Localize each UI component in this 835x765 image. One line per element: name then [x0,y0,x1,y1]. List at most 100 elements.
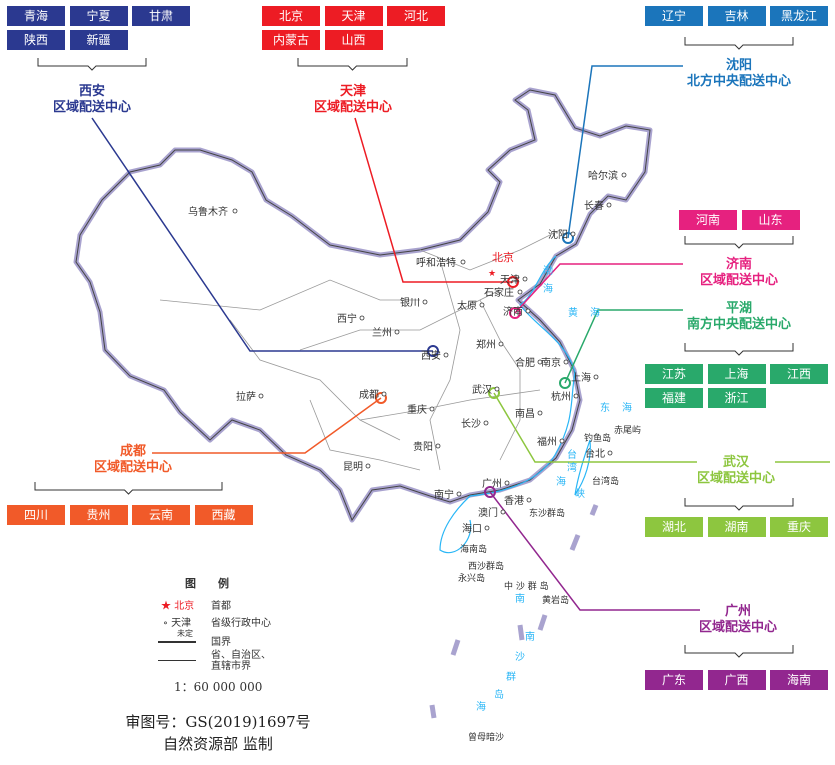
city-dot [537,359,543,365]
sea-label: 岛 [494,688,504,701]
city-label: 太原 [457,299,477,312]
city-dot [517,289,523,295]
province-box: 福建 [645,388,703,408]
city-dot [258,393,264,399]
circle-icon: ∘ [163,618,168,629]
jinan-bracket [684,236,794,249]
guangzhou-bracket [684,645,794,658]
sea-label: 海 [556,475,566,488]
place-label: 黄岩岛 [542,594,569,606]
place-label: 台湾岛 [592,475,619,487]
province-border [479,299,521,461]
xian-center-marker [427,345,439,357]
sea-label: 海 [590,306,600,319]
pinghu-center-marker [559,377,571,389]
place-label: 中 沙 群 岛 [504,580,549,592]
city-dot [621,172,627,178]
center-type: 区域配送中心 [313,100,393,115]
city-label: 西宁 [337,312,357,325]
city-dot [498,341,504,347]
province-box: 宁夏 [69,6,128,26]
pinghu-bracket [684,343,794,356]
city-label: 香港 [504,495,524,507]
legend-scale: 1：60 000 000 [174,680,263,694]
province-box: 海南 [770,670,828,690]
province-border [359,389,541,421]
nine-dash-line-segment [569,534,581,551]
province-box: 新疆 [69,30,128,50]
guangzhou-leader-line [489,491,700,611]
province-border [159,279,420,311]
city-label: 贵阳 [413,440,433,453]
jinan-center-label: 济南 区域配送中心 [700,257,778,289]
city-label: 兰州 [372,326,392,339]
chengdu-center-marker [375,392,387,404]
city-label: 南京 [541,356,561,369]
province-box: 广东 [645,670,703,690]
sea-label: 群 [506,670,516,683]
city-label: 台北 [585,447,605,460]
city-label: 沈阳 [548,228,568,241]
city-dot [484,525,490,531]
wuhan-center-marker [488,387,500,399]
province-box: 内蒙古 [262,30,320,50]
legend-title: 图 例 [185,577,229,590]
province-border [429,259,461,471]
city-dot [537,410,543,416]
province-box: 河南 [679,210,737,230]
guangzhou-center-marker [484,486,496,498]
star-icon: ★ [161,601,171,612]
city-dot [607,450,613,456]
place-label: 西沙群岛 [468,560,504,572]
province-box: 重庆 [770,517,828,537]
city-dot [365,463,371,469]
legend-prov-border-desc-1: 省、自治区、 [211,650,271,661]
province-box: 湖北 [645,517,703,537]
legend-national-border-line [158,641,196,643]
city-label: 海口 [462,522,482,535]
province-border [309,399,421,471]
city-label: 郑州 [476,338,496,351]
shenyang-center-marker [562,232,574,244]
place-label: 赤尾屿 [614,425,641,436]
nine-dash-line-segment [429,704,437,719]
province-border [419,229,561,271]
city-label: 哈尔滨 [588,169,618,182]
place-label: 东沙群岛 [529,507,565,519]
city-dot [526,497,532,503]
xian-center-label: 西安 区域配送中心 [53,84,131,116]
province-box: 云南 [132,505,190,525]
province-box: 黑龙江 [770,6,828,26]
city-dot [559,438,565,444]
city-label: 呼和浩特 [416,257,456,269]
sea-label: 沙 [515,651,525,663]
center-name: 平湖 [725,301,753,316]
city-dot [394,329,400,335]
pinghu-leader-line [564,309,683,384]
legend-prov-label: 天津 [171,618,192,629]
city-label: 长沙 [461,418,481,430]
sea-label: 南 [525,630,535,643]
province-box: 广西 [707,670,766,690]
city-dot [359,315,365,321]
wuhan-bracket [684,498,794,511]
city-dot [606,202,612,208]
legend-prov-desc: 省级行政中心 [211,618,271,629]
city-dot [460,259,466,265]
center-name: 沈阳 [725,58,753,73]
center-type: 区域配送中心 [698,620,778,635]
city-label: 济南 [503,305,523,318]
national-border-inner [75,89,651,522]
province-box: 江西 [770,364,828,384]
province-box: 四川 [7,505,65,525]
place-label: 钓鱼岛 [584,432,611,444]
province-box: 西藏 [194,505,253,525]
city-dot [563,359,569,365]
province-box: 浙江 [707,388,766,408]
city-dot [232,208,238,214]
chengdu-bracket [34,482,223,495]
tianjin-center-label: 天津 区域配送中心 [314,84,392,116]
city-label: 福州 [537,435,557,448]
city-label: 成都 [359,389,379,401]
